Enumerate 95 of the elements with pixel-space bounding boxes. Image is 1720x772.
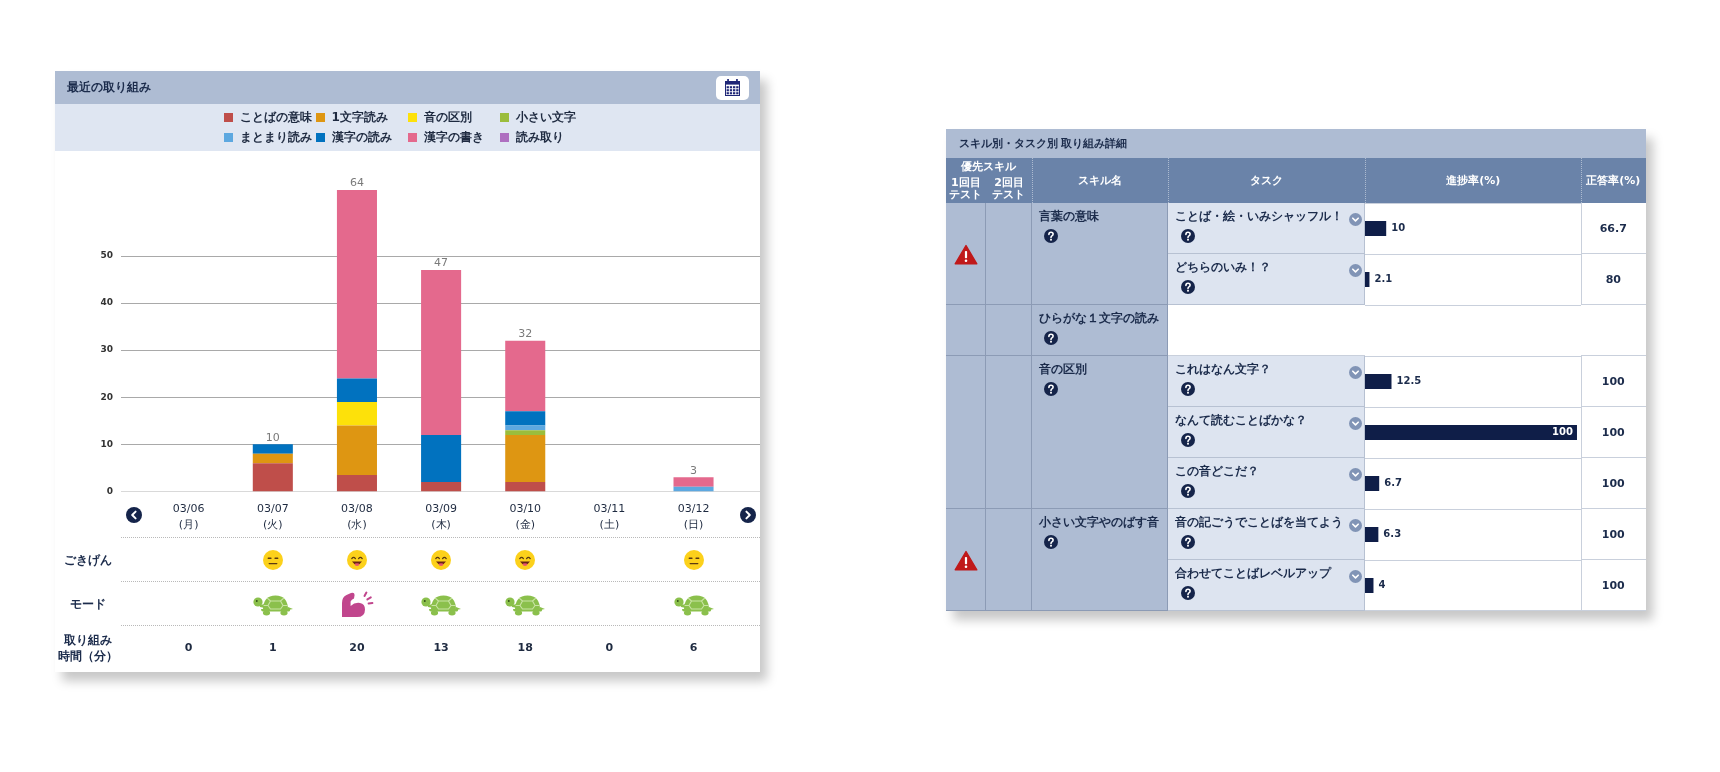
y-tick-label: 0 <box>106 485 113 496</box>
legend-label: 読み取り <box>515 128 564 146</box>
bar <box>1365 425 1578 441</box>
text: 6 <box>688 639 699 656</box>
bar <box>336 378 377 402</box>
y-tick-label: 40 <box>100 297 113 308</box>
text: 0 <box>604 639 615 656</box>
total-label: 32 <box>518 327 533 341</box>
y2-tick-label: ひらがな１文字の読み <box>1038 310 1160 328</box>
data-label: 4 <box>1378 579 1386 591</box>
y-tick-label: なんて読むことばかな？ <box>1175 412 1309 430</box>
bar <box>336 474 377 492</box>
data-label: 6.7 <box>1384 477 1403 489</box>
x-axis-title: 進捗率(%) <box>1445 173 1502 187</box>
legend-label: 漢字の書き <box>423 128 484 146</box>
text: 2回目テスト <box>991 175 1027 201</box>
x-tick-label: 03/09 (木) <box>425 502 457 532</box>
y-tick-label: これはなん文字？ <box>1175 361 1273 379</box>
text: 100 <box>1600 424 1626 441</box>
x-tick-label: 03/12 (日) <box>677 502 710 532</box>
chart-title: 最近の取り組み <box>67 79 151 96</box>
bar <box>421 434 462 482</box>
text: 100 <box>1600 526 1626 543</box>
text: 優先スキル <box>960 160 1018 174</box>
y-axis-title: タスク <box>1249 173 1285 187</box>
y2-tick-label: 言葉の意味 <box>1038 208 1100 226</box>
text: 80 <box>1604 271 1622 288</box>
x-tick-label: 03/07 (火) <box>256 502 289 532</box>
legend-label: 1文字読み <box>331 109 388 127</box>
x-tick-label: 03/10 (金) <box>509 502 542 532</box>
bar <box>1365 374 1392 390</box>
text: 18 <box>516 639 534 656</box>
bar <box>421 481 462 492</box>
bar <box>1365 527 1379 543</box>
data-label: 2.1 <box>1374 273 1393 285</box>
legend-label: まとまり読み <box>239 128 312 146</box>
text: 取り組み時間（分） <box>57 631 119 664</box>
legend-label: 音の区別 <box>423 109 472 127</box>
bar <box>505 481 546 492</box>
data-label: 10 <box>1391 222 1406 234</box>
legend-label: 小さい文字 <box>515 109 576 127</box>
bar <box>1365 476 1380 492</box>
bar <box>1365 221 1387 237</box>
y-tick-label: 合わせてことばレベルアップ <box>1175 565 1333 583</box>
text: 100 <box>1600 475 1626 492</box>
bar <box>505 411 546 426</box>
total-label: 10 <box>265 430 280 444</box>
text: 正答率(%) <box>1585 173 1642 187</box>
x-tick-label: 03/11 (土) <box>593 502 626 532</box>
bar <box>505 425 546 431</box>
text: 66.7 <box>1598 220 1628 237</box>
legend-label: 漢字の読み <box>331 128 392 146</box>
bar <box>673 477 714 487</box>
y-tick-label: 音の記ごうでことばを当てよう <box>1175 514 1345 532</box>
bar <box>252 444 293 454</box>
data-label: 100 <box>1552 426 1574 438</box>
bar <box>505 340 546 412</box>
text: 100 <box>1600 373 1626 390</box>
bar <box>336 190 377 379</box>
y2-tick-label: 音の区別 <box>1038 361 1088 379</box>
text: 13 <box>432 639 450 656</box>
bar <box>1365 272 1370 288</box>
bar <box>505 430 546 435</box>
text: ごきげん <box>63 551 113 568</box>
y2-tick-label: 小さい文字やのばす音 <box>1038 514 1160 532</box>
x-tick-label: 03/08 (水) <box>341 502 373 532</box>
y-tick-label: どちらのいみ！？ <box>1175 259 1273 277</box>
total-label: 47 <box>434 256 449 270</box>
legend-label: ことばの意味 <box>239 109 312 127</box>
total-label: 3 <box>690 463 698 477</box>
y-tick-label: 30 <box>100 344 113 355</box>
text: 0 <box>183 639 194 656</box>
text: 20 <box>348 639 366 656</box>
text: スキル別・タスク別 取り組み詳細 <box>958 136 1128 153</box>
text: モード <box>69 595 107 612</box>
bar <box>421 270 462 435</box>
bar <box>252 453 293 464</box>
x-tick-label: 03/06 (月) <box>172 502 205 532</box>
text: 1回目テスト <box>948 175 984 201</box>
y-tick-label: 20 <box>100 391 113 402</box>
y-tick-label: 10 <box>100 438 113 449</box>
total-label: 64 <box>349 176 364 190</box>
bar <box>505 434 546 482</box>
y-tick-label: 50 <box>100 250 113 261</box>
data-label: 12.5 <box>1396 375 1422 387</box>
text: 1 <box>268 639 278 656</box>
bar <box>1365 578 1374 594</box>
y-tick-label: この音どこだ？ <box>1175 463 1261 481</box>
data-label: 6.3 <box>1383 528 1402 540</box>
text: スキル名 <box>1077 173 1124 187</box>
bar <box>336 425 377 475</box>
bar <box>252 463 293 492</box>
y-tick-label: ことば・絵・いみシャッフル！ <box>1175 208 1345 226</box>
text: 100 <box>1600 577 1626 594</box>
bar <box>336 401 377 426</box>
